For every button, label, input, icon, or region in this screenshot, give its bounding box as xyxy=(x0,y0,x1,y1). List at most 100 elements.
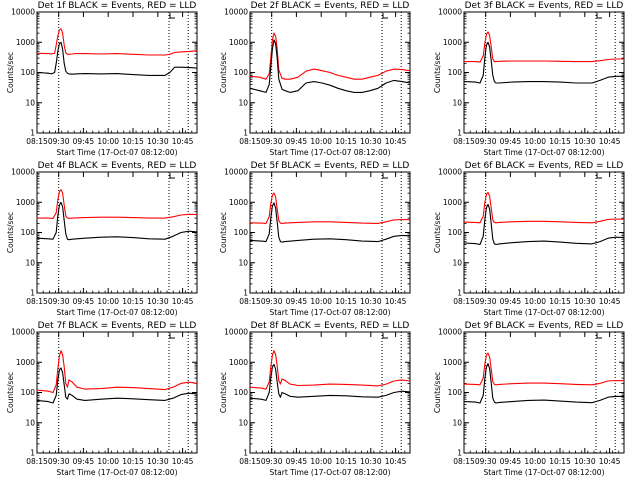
series-line-lld xyxy=(249,192,411,224)
x-tick-label: 10:00 xyxy=(97,297,119,306)
y-tick-label: 10000 xyxy=(438,328,462,337)
x-tick-label: 10:00 xyxy=(97,137,119,146)
series-line-events xyxy=(463,41,624,84)
y-tick-label: 1000 xyxy=(229,358,248,367)
y-tick-label: 10 xyxy=(238,98,248,107)
chart-title: Det 5f BLACK = Events, RED = LLD xyxy=(251,161,410,171)
x-tick-label: 10:00 xyxy=(310,297,332,306)
y-axis-label: Counts/sec xyxy=(6,52,15,93)
y-tick-label: 10 xyxy=(25,98,35,107)
x-tick-label: 10:30 xyxy=(574,297,596,306)
chart-panel-6: Det 6f BLACK = Events, RED = LLD 1 10 100 10… xyxy=(433,161,625,317)
interval-bracket xyxy=(382,13,388,19)
chart-title: Det 6f BLACK = Events, RED = LLD xyxy=(465,161,624,171)
x-axis-label: Start Time (17-Oct-07 08:12:00) xyxy=(483,468,604,477)
y-tick-label: 100 xyxy=(234,228,249,237)
interval-bracket xyxy=(382,173,388,179)
series-line-lld xyxy=(464,31,624,63)
y-tick-label: 100 xyxy=(21,388,36,397)
y-axis-label: Counts/sec xyxy=(6,212,15,253)
chart-title: Det 8f BLACK = Events, RED = LLD xyxy=(251,321,410,331)
y-tick-label: 10000 xyxy=(438,8,462,17)
series-line-lld xyxy=(249,32,411,80)
x-tick-label: 10:15 xyxy=(335,137,357,146)
x-tick-label: 10:30 xyxy=(147,457,169,466)
chart-panel-2: Det 2f BLACK = Events, RED = LLD 1 10 100 10… xyxy=(219,1,411,157)
x-tick-label: 09:30 xyxy=(475,457,497,466)
y-tick-label: 100 xyxy=(448,68,463,77)
x-tick-label: 08:15 xyxy=(26,137,48,146)
y-tick-label: 1 xyxy=(457,449,462,458)
x-tick-label: 09:30 xyxy=(48,137,70,146)
series-line-events xyxy=(249,363,411,401)
y-tick-label: 1000 xyxy=(16,38,35,47)
chart-title: Det 4f BLACK = Events, RED = LLD xyxy=(38,161,197,171)
y-tick-label: 1000 xyxy=(16,358,35,367)
interval-bracket xyxy=(596,173,602,179)
x-tick-label: 09:30 xyxy=(48,457,70,466)
x-tick-label: 10:45 xyxy=(172,137,194,146)
y-tick-label: 10 xyxy=(238,418,248,427)
y-tick-label: 1 xyxy=(30,129,35,138)
series-line-events xyxy=(249,202,411,243)
x-tick-label: 10:15 xyxy=(335,457,357,466)
y-axis-label: Counts/sec xyxy=(219,212,228,253)
x-tick-label: 10:45 xyxy=(385,457,407,466)
plot-frame xyxy=(249,171,411,294)
y-tick-label: 10 xyxy=(452,418,462,427)
y-tick-label: 100 xyxy=(448,388,463,397)
y-tick-label: 10000 xyxy=(11,328,35,337)
x-tick-label: 10:15 xyxy=(549,137,571,146)
y-tick-label: 1000 xyxy=(16,198,35,207)
x-tick-label: 10:30 xyxy=(574,137,596,146)
chart-panel-1: Det 1f BLACK = Events, RED = LLD 1 10 100 10… xyxy=(6,1,198,157)
series-line-events xyxy=(36,367,198,404)
x-axis-label: Start Time (17-Oct-07 08:12:00) xyxy=(483,308,604,317)
chart-panel-3: Det 3f BLACK = Events, RED = LLD 1 10 100 10… xyxy=(433,1,625,157)
x-tick-label: 08:15 xyxy=(453,297,475,306)
x-tick-label: 10:15 xyxy=(122,297,144,306)
y-tick-label: 1 xyxy=(243,289,248,298)
series-line-lld xyxy=(36,350,198,394)
x-axis-label: Start Time (17-Oct-07 08:12:00) xyxy=(56,148,177,157)
plot-frame xyxy=(463,11,625,134)
series-line-events xyxy=(463,363,625,404)
x-tick-label: 10:15 xyxy=(549,457,571,466)
x-tick-label: 10:15 xyxy=(122,137,144,146)
y-axis-label: Counts/sec xyxy=(219,372,228,413)
series-line-events xyxy=(36,41,198,76)
interval-bracket xyxy=(596,333,602,339)
x-tick-label: 09:45 xyxy=(500,137,522,146)
x-tick-label: 09:30 xyxy=(475,297,497,306)
x-tick-label: 09:45 xyxy=(286,297,308,306)
series-line-lld xyxy=(249,350,411,390)
x-tick-label: 10:30 xyxy=(574,457,596,466)
x-tick-label: 10:00 xyxy=(97,457,119,466)
interval-bracket xyxy=(596,13,602,19)
x-tick-label: 10:45 xyxy=(599,297,621,306)
plot-frame xyxy=(249,331,411,454)
x-tick-label: 10:00 xyxy=(524,137,546,146)
series-line-events xyxy=(249,39,411,93)
series-line-lld xyxy=(37,189,198,220)
x-tick-label: 09:45 xyxy=(286,137,308,146)
y-tick-label: 1 xyxy=(457,289,462,298)
x-tick-label: 10:45 xyxy=(599,457,621,466)
x-tick-label: 10:00 xyxy=(310,457,332,466)
y-tick-label: 1000 xyxy=(443,38,462,47)
series-line-lld xyxy=(463,191,625,224)
x-tick-label: 10:00 xyxy=(524,297,546,306)
y-tick-label: 100 xyxy=(21,68,36,77)
interval-bracket xyxy=(382,333,388,339)
y-tick-label: 100 xyxy=(448,228,463,237)
chart-title: Det 1f BLACK = Events, RED = LLD xyxy=(38,1,197,11)
x-tick-label: 09:45 xyxy=(73,457,95,466)
x-tick-label: 09:45 xyxy=(500,297,522,306)
x-tick-label: 09:30 xyxy=(48,297,70,306)
chart-panel-7: Det 7f BLACK = Events, RED = LLD 1 10 100 10… xyxy=(6,321,198,477)
x-tick-label: 08:15 xyxy=(26,297,48,306)
y-tick-label: 1 xyxy=(30,289,35,298)
y-tick-label: 10 xyxy=(238,258,248,267)
x-axis-label: Start Time (17-Oct-07 08:12:00) xyxy=(269,308,390,317)
